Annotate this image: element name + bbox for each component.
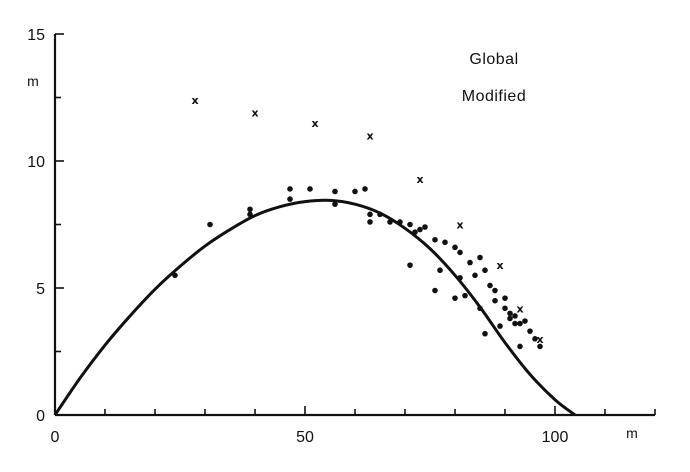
dot-point [512, 313, 518, 319]
cross-point: x [251, 107, 258, 120]
dot-point [407, 221, 413, 228]
dot-point [512, 320, 518, 327]
dot-point [502, 295, 508, 301]
dot-point [457, 249, 463, 256]
dot-point [442, 239, 448, 246]
dot-point [527, 328, 533, 334]
x-tick-label: 100 [542, 429, 569, 446]
dot-point [532, 336, 538, 342]
dot-point [332, 201, 338, 207]
tick-labels: 0 50 100 0 5 10 15 m m [27, 27, 638, 446]
dot-point [287, 186, 293, 192]
dot-point [492, 297, 498, 304]
dot-point [207, 221, 213, 228]
dot-point [452, 244, 458, 251]
ticks [54, 33, 656, 416]
dot-point [457, 275, 463, 281]
dot-point [502, 305, 508, 312]
dot-point [377, 211, 383, 218]
cross-points-layer: x x x x x x x x x [191, 94, 543, 346]
dot-point [522, 318, 528, 324]
y-tick-label: 5 [36, 281, 45, 298]
cross-point: x [456, 219, 463, 232]
dot-point [467, 259, 473, 266]
dot-point [507, 315, 513, 322]
legend-entry: Modified [462, 88, 526, 105]
cross-point: x [311, 117, 318, 130]
legend: Global Modified [462, 51, 526, 105]
cross-point: x [536, 333, 543, 346]
dot-point [472, 272, 478, 279]
dot-point [432, 236, 438, 243]
cross-point: x [191, 94, 198, 107]
dot-point [247, 211, 253, 218]
x-tick-label: 0 [51, 429, 60, 446]
dot-point [482, 330, 488, 337]
dot-point [517, 343, 523, 350]
dot-point [367, 211, 373, 218]
axes [53, 34, 655, 417]
y-tick-label: 15 [27, 27, 45, 44]
fitted-curve-layer [53, 198, 576, 417]
dot-point [492, 287, 498, 294]
y-tick-label: 10 [27, 154, 45, 171]
x-tick-label: 50 [296, 429, 314, 446]
dot-point [307, 186, 313, 192]
dot-point [432, 287, 438, 294]
cross-point: x [416, 173, 423, 186]
fitted-curve [53, 198, 576, 417]
y-unit-label: m [27, 73, 39, 89]
dot-point [487, 282, 493, 289]
cross-point: x [366, 130, 373, 143]
cross-point: x [516, 302, 523, 315]
dot-point [287, 196, 293, 202]
dot-point [417, 226, 423, 233]
dot-point [482, 267, 488, 274]
x-unit-label: m [626, 425, 638, 441]
dot-point [462, 292, 468, 299]
dot-point [387, 219, 393, 225]
dot-point [437, 267, 443, 274]
dot-point [477, 305, 483, 312]
dot-point [247, 206, 253, 213]
dot-point [452, 295, 458, 301]
dot-point [517, 320, 523, 327]
dot-point [397, 219, 403, 225]
dot-point [537, 343, 543, 350]
dot-point [367, 219, 373, 225]
dot-point [422, 224, 428, 230]
dot-point [497, 323, 503, 329]
dot-point [332, 188, 338, 195]
dot-point [407, 262, 413, 268]
dot-point [362, 186, 368, 192]
dot-point [172, 272, 178, 279]
cross-point: x [496, 259, 503, 272]
dot-point [477, 254, 483, 261]
dot-point [507, 310, 513, 317]
y-tick-label: 0 [36, 408, 45, 425]
dot-point [412, 229, 418, 235]
legend-entry: Global [469, 51, 518, 68]
dot-points-layer [172, 186, 543, 350]
dot-point [352, 188, 358, 195]
